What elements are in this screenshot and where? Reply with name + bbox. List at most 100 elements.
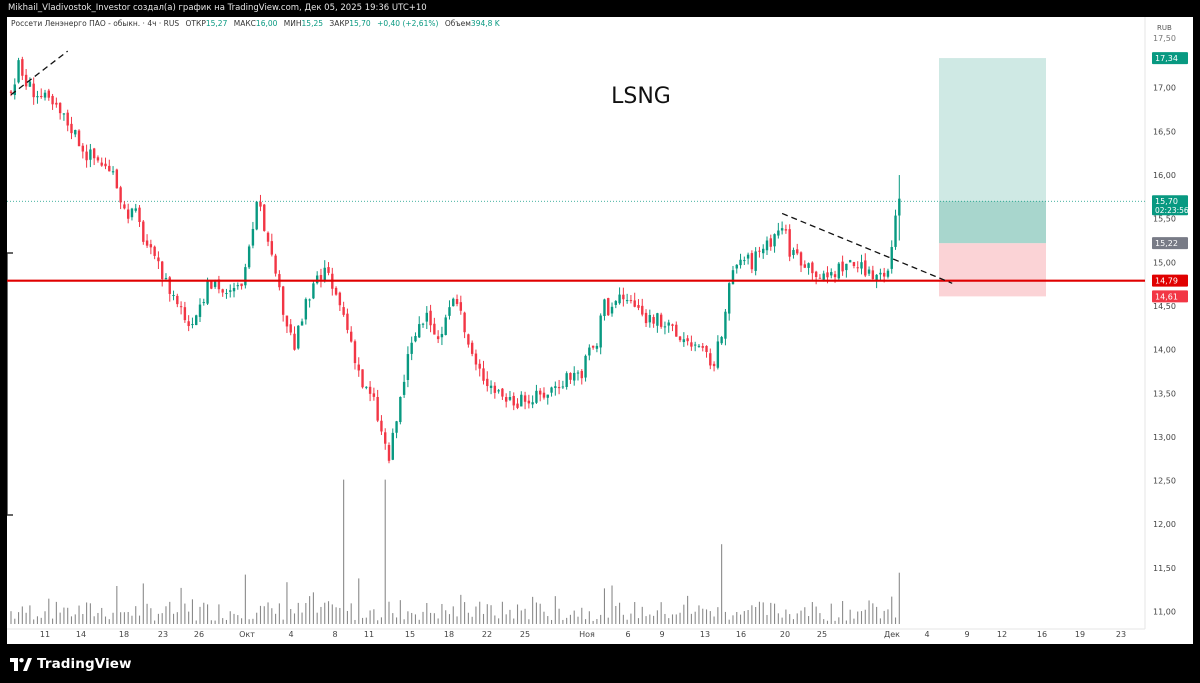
footer: TradingView [0,644,1200,683]
chart-panel[interactable]: RUB 17,50 17,00 16,50 16,00 15,50 15,00 14,50 14… [7,17,1193,644]
candle-body [595,345,599,349]
candle-body [716,341,720,368]
y-tick-label: 14,00 [1153,346,1176,355]
candle-body [535,390,538,403]
candle-body [765,240,769,251]
candle-body [300,321,304,326]
candle-body [365,386,368,388]
candle-body [36,96,39,98]
candle-body [421,323,425,325]
candle-body [607,298,610,316]
candle-body [429,310,432,326]
candle-body [686,338,689,342]
candle-body [247,246,251,268]
candle-body [395,421,398,433]
candle-body [55,102,58,105]
candle-body [656,313,659,326]
candle-body [440,333,444,338]
candle-body [569,372,572,380]
candle-body [523,395,527,402]
candle-body [531,402,534,405]
candle-body [448,307,451,316]
candle-body [414,336,417,342]
y-tick-label: 12,50 [1153,477,1176,486]
x-tick-label: 23 [158,630,168,639]
candle-body [21,59,24,76]
candle-body [350,331,353,342]
candle-body [629,300,633,302]
x-tick-label: 14 [76,630,86,639]
x-tick-label: 9 [659,630,664,639]
candle-body [709,353,712,366]
candle-body [297,325,300,349]
candle-body [856,267,859,269]
candle-body [788,229,791,257]
candle-body [43,92,47,98]
x-tick-label: Окт [239,630,255,639]
candle-body [780,228,784,231]
candle-body [293,333,296,350]
candle-body [77,130,81,147]
price-label-target [1152,52,1188,65]
candle-body [848,260,852,263]
candle-body [62,113,66,115]
candle-body [357,364,360,371]
x-tick-label: 18 [119,630,129,639]
price-label-countdown: 02:23:56 [1155,206,1189,215]
candle-body [470,342,474,354]
candle-body [210,280,213,289]
candle-body [641,305,644,315]
candle-body [705,345,708,353]
x-tick-label: 6 [625,630,630,639]
candle-body [138,207,141,222]
candle-body [308,299,311,301]
candle-body [463,312,466,333]
candle-body [542,392,546,398]
candle-body [418,324,421,338]
candle-body [841,261,844,272]
x-tick-label: 25 [817,630,827,639]
candle-body [724,311,727,339]
candle-body [304,299,308,320]
candle-body [198,304,202,317]
candle-body [731,270,735,285]
candle-body [334,287,338,295]
candle-body [799,252,803,266]
candle-body [508,396,512,400]
candle-body [70,123,73,134]
candle-body [546,394,549,398]
candle-body [890,247,893,269]
low-label: МИН [283,19,302,28]
candle-body [187,321,190,327]
candle-body [281,286,285,315]
symbol-name[interactable]: Россети Ленэнерго ПАО - обыкн. · 4ч · RU… [11,19,180,28]
candle-body [504,397,508,402]
candle-body [539,390,542,395]
price-label-last [1152,195,1188,216]
candle-body [161,261,164,279]
candle-body [739,259,742,266]
candle-body [625,300,629,302]
publisher-bar: Mikhail_Vladivostok_Investor создал(а) г… [0,0,1200,17]
high-label: МАКС [233,19,256,28]
candle-body [554,386,557,388]
candle-body [40,96,43,98]
candle-body [353,341,357,364]
candle-body [244,267,247,286]
y-tick-label: 11,00 [1153,608,1176,617]
candle-body [85,151,88,161]
candle-body [618,294,621,304]
price-label-text: 14,79 [1155,277,1178,286]
candle-body [762,248,765,254]
candle-body [115,169,119,189]
tradingview-logo[interactable]: TradingView [10,656,132,672]
candle-body [263,204,266,231]
candle-body [894,215,897,247]
candle-body [573,372,576,381]
candle-body [486,378,489,387]
candle-body [368,386,372,394]
x-tick-label: 25 [520,630,530,639]
price-chart[interactable]: RUB17,5017,0016,5016,0015,5015,0014,5014… [7,17,1193,644]
candle-body [455,299,459,304]
candle-body [380,420,383,432]
